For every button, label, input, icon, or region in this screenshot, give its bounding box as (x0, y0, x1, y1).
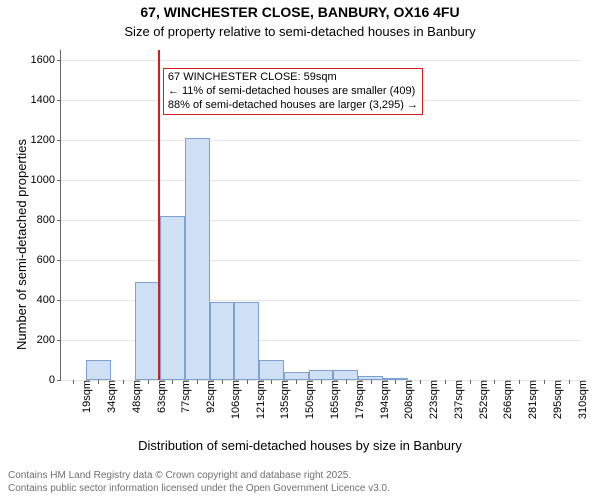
xtick-label: 295sqm (548, 380, 564, 419)
xtick-mark (172, 380, 173, 384)
annotation-line: 88% of semi-detached houses are larger (… (168, 99, 418, 113)
xtick-label: 150sqm (300, 380, 316, 419)
xtick-label: 194sqm (375, 380, 391, 419)
xtick-label: 121sqm (251, 380, 267, 419)
xtick-mark (346, 380, 347, 384)
xtick-mark (470, 380, 471, 384)
histogram-bar (86, 360, 111, 380)
histogram-bar (309, 370, 334, 380)
annotation-box: 67 WINCHESTER CLOSE: 59sqm← 11% of semi-… (163, 68, 423, 115)
xtick-mark (148, 380, 149, 384)
plot-area: 0200400600800100012001400160019sqm34sqm4… (60, 50, 581, 381)
annotation-line: 67 WINCHESTER CLOSE: 59sqm (168, 71, 418, 85)
ytick-label: 800 (37, 214, 61, 226)
ytick-label: 1000 (31, 174, 61, 186)
xtick-label: 19sqm (77, 380, 93, 413)
xtick-label: 237sqm (449, 380, 465, 419)
xtick-label: 63sqm (152, 380, 168, 413)
histogram-bar (135, 282, 160, 380)
footer-attribution: Contains HM Land Registry data © Crown c… (8, 470, 390, 495)
xtick-label: 165sqm (325, 380, 341, 419)
annotation-line: ← 11% of semi-detached houses are smalle… (168, 85, 418, 99)
xtick-label: 135sqm (275, 380, 291, 419)
xtick-mark (73, 380, 74, 384)
histogram-bar (160, 216, 185, 380)
xtick-mark (420, 380, 421, 384)
y-axis-label: Number of semi-detached properties (14, 139, 29, 350)
xtick-mark (296, 380, 297, 384)
ytick-label: 200 (37, 334, 61, 346)
xtick-mark (271, 380, 272, 384)
xtick-mark (569, 380, 570, 384)
ytick-label: 400 (37, 294, 61, 306)
xtick-label: 310sqm (573, 380, 589, 419)
xtick-mark (445, 380, 446, 384)
xtick-mark (395, 380, 396, 384)
chart-subtitle: Size of property relative to semi-detach… (0, 24, 600, 39)
xtick-label: 106sqm (226, 380, 242, 419)
xtick-label: 34sqm (102, 380, 118, 413)
ytick-label: 1600 (31, 54, 61, 66)
xtick-label: 92sqm (201, 380, 217, 413)
xtick-mark (123, 380, 124, 384)
xtick-mark (197, 380, 198, 384)
histogram-bar (185, 138, 210, 380)
xtick-label: 281sqm (523, 380, 539, 419)
xtick-mark (371, 380, 372, 384)
histogram-bar (333, 370, 358, 380)
ytick-label: 600 (37, 254, 61, 266)
xtick-mark (321, 380, 322, 384)
xtick-label: 223sqm (424, 380, 440, 419)
xtick-label: 179sqm (350, 380, 366, 419)
xtick-mark (98, 380, 99, 384)
xtick-mark (519, 380, 520, 384)
histogram-bar (210, 302, 235, 380)
xtick-mark (544, 380, 545, 384)
xtick-mark (494, 380, 495, 384)
ytick-label: 0 (49, 374, 61, 386)
xtick-label: 252sqm (474, 380, 490, 419)
xtick-mark (247, 380, 248, 384)
xtick-label: 77sqm (176, 380, 192, 413)
footer-line: Contains public sector information licen… (8, 483, 390, 496)
histogram-bar (259, 360, 284, 380)
chart-title: 67, WINCHESTER CLOSE, BANBURY, OX16 4FU (0, 4, 600, 20)
histogram-bar (284, 372, 309, 380)
xtick-mark (222, 380, 223, 384)
footer-line: Contains HM Land Registry data © Crown c… (8, 470, 390, 483)
histogram-bar (234, 302, 259, 380)
xtick-label: 208sqm (399, 380, 415, 419)
xtick-label: 48sqm (127, 380, 143, 413)
ytick-label: 1200 (31, 134, 61, 146)
xtick-label: 266sqm (498, 380, 514, 419)
ytick-label: 1400 (31, 94, 61, 106)
x-axis-label: Distribution of semi-detached houses by … (0, 438, 600, 453)
property-marker-line (158, 50, 160, 380)
